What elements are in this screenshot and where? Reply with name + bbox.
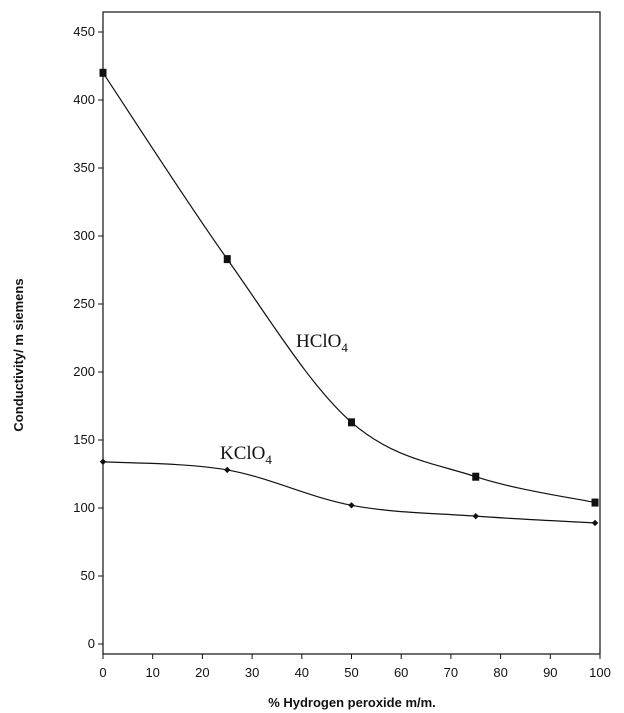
x-tick-label-10: 10 xyxy=(145,665,159,680)
x-tick-label-70: 70 xyxy=(444,665,458,680)
data-point-0-3 xyxy=(472,472,480,481)
plot-frame xyxy=(102,11,601,655)
x-tick-label-60: 60 xyxy=(394,665,408,680)
x-tick-label-30: 30 xyxy=(245,665,259,680)
x-axis-ticks: 0 10 20 30 40 50 60 70 80 90 100 xyxy=(99,654,611,680)
data-point-1-4 xyxy=(591,519,599,527)
y-axis-title: Conductivity/ m siemens xyxy=(11,278,26,431)
data-point-1-3 xyxy=(472,512,479,520)
y-tick-label-100: 100 xyxy=(73,500,95,515)
x-tick-label-100: 100 xyxy=(589,665,611,680)
y-tick-label-200: 200 xyxy=(73,364,95,379)
data-point-0-2 xyxy=(348,418,355,427)
y-axis-ticks: 0 50 100 150 200 250 300 350 400 450 xyxy=(73,24,103,651)
series-markers xyxy=(99,68,599,527)
series-label-hclo4: HClO4 xyxy=(296,331,348,355)
x-tick-label-80: 80 xyxy=(493,665,507,680)
data-point-0-1 xyxy=(223,255,231,264)
x-axis-title: % Hydrogen peroxide m/m. xyxy=(268,695,436,710)
y-tick-label-300: 300 xyxy=(73,228,95,243)
y-tick-label-450: 450 xyxy=(73,24,95,39)
y-tick-label-0: 0 xyxy=(88,636,95,651)
data-point-0-4 xyxy=(591,498,599,507)
y-tick-label-150: 150 xyxy=(73,432,95,447)
x-tick-label-40: 40 xyxy=(295,665,309,680)
x-tick-label-20: 20 xyxy=(195,665,209,680)
data-point-1-1 xyxy=(224,466,231,474)
x-tick-label-90: 90 xyxy=(543,665,557,680)
data-point-1-0 xyxy=(99,458,107,465)
x-tick-label-50: 50 xyxy=(344,665,358,680)
series-line-0 xyxy=(102,72,596,504)
y-tick-label-250: 250 xyxy=(73,296,95,311)
data-point-0-0 xyxy=(99,68,107,77)
data-point-1-2 xyxy=(348,502,355,509)
series-line-1 xyxy=(102,461,596,524)
y-tick-label-50: 50 xyxy=(81,568,95,583)
y-tick-label-400: 400 xyxy=(73,92,95,107)
x-tick-label-0: 0 xyxy=(99,665,106,680)
series-label-kclo4: KClO4 xyxy=(220,443,272,467)
series-lines xyxy=(102,72,596,524)
y-tick-label-350: 350 xyxy=(73,160,95,175)
